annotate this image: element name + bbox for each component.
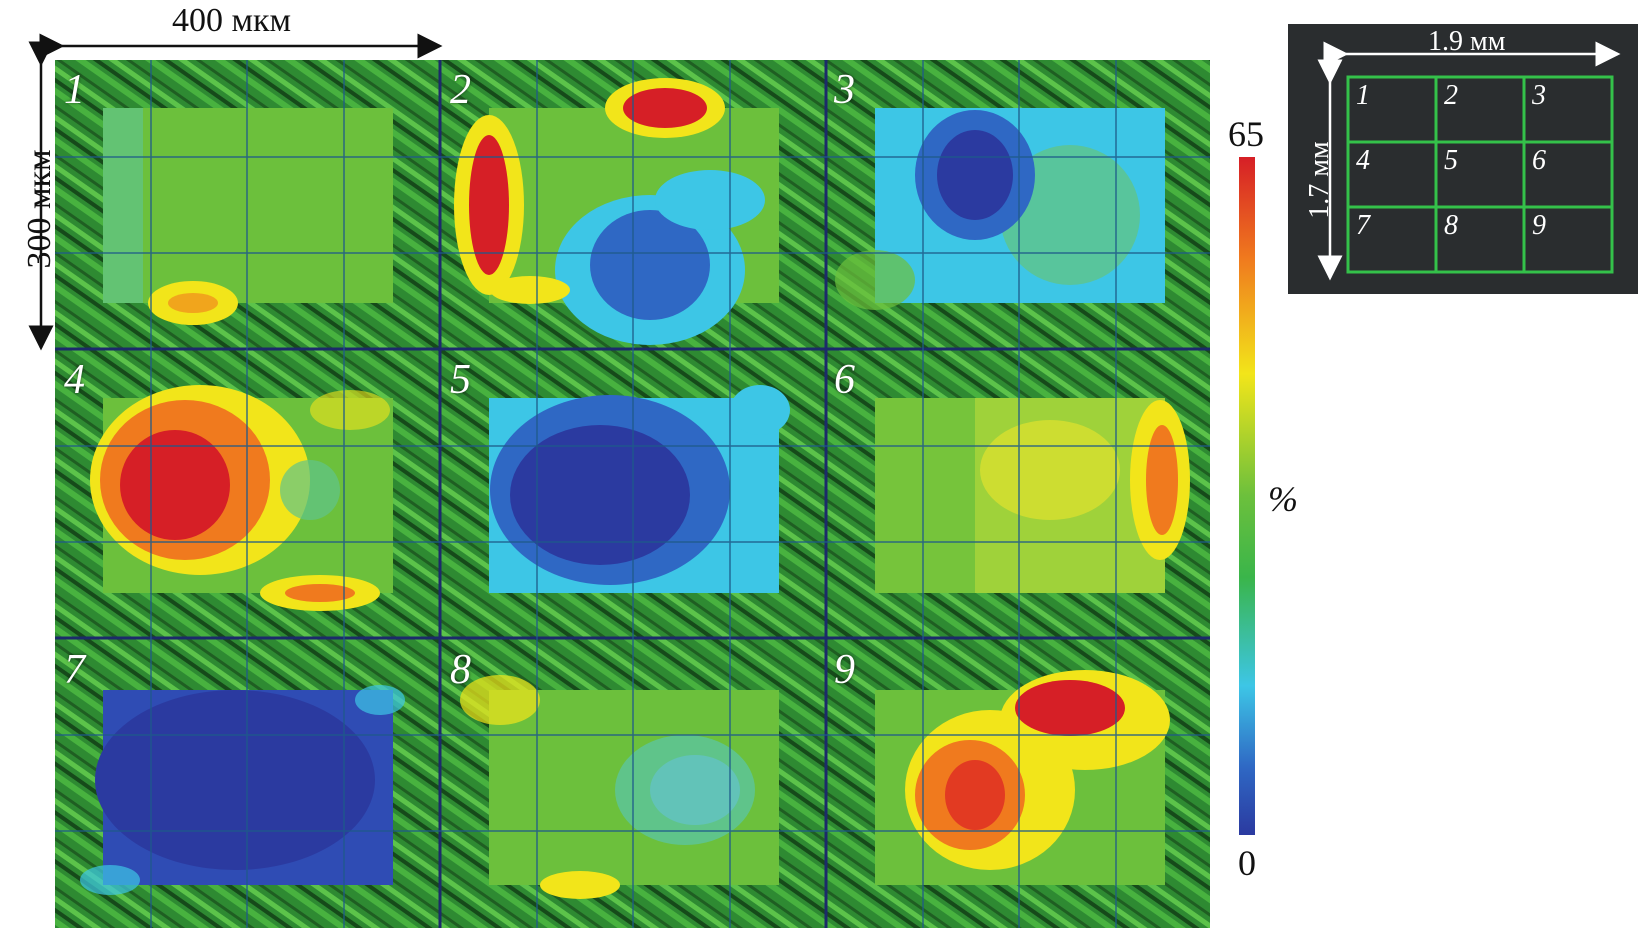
inset-height-label: 1.7 мм <box>1304 141 1335 219</box>
heatmap-cell-4 <box>90 385 393 611</box>
inset-number-4: 4 <box>1356 145 1370 176</box>
cell-number-4: 4 <box>64 357 85 403</box>
cell-number-3: 3 <box>834 67 855 113</box>
inset-number-9: 9 <box>1532 210 1546 241</box>
sample-layout-inset: 1.9 мм 1.7 мм 1 2 3 4 5 6 7 8 9 <box>1288 24 1638 294</box>
inset-number-2: 2 <box>1444 80 1458 111</box>
cell-number-2: 2 <box>450 67 471 113</box>
colorbar <box>1239 157 1255 835</box>
heatmap-cell-1 <box>103 108 393 325</box>
cell-number-6: 6 <box>834 357 855 403</box>
height-scale-label: 300 мкм <box>21 149 58 269</box>
cell-number-9: 9 <box>834 647 855 693</box>
heatmap-cell-7 <box>80 685 405 895</box>
cell-number-7: 7 <box>64 647 85 693</box>
inset-number-3: 3 <box>1532 80 1546 111</box>
width-scale-label: 400 мкм <box>172 2 292 39</box>
inset-number-1: 1 <box>1356 80 1370 111</box>
colorbar-min-label: 0 <box>1238 843 1256 883</box>
inset-number-8: 8 <box>1444 210 1458 241</box>
colorbar-unit-label: % <box>1268 479 1298 519</box>
heatmap-cell-9 <box>875 670 1170 885</box>
colorbar-max-label: 65 <box>1228 114 1264 154</box>
cell-number-8: 8 <box>450 647 471 693</box>
heatmap-cell-8 <box>460 675 779 899</box>
cell-number-1: 1 <box>64 67 85 113</box>
inset-number-5: 5 <box>1444 145 1458 176</box>
inset-number-6: 6 <box>1532 145 1546 176</box>
fine-grid <box>55 60 1210 928</box>
inset-grid <box>1346 75 1614 274</box>
heatmap-cell-5 <box>489 385 790 593</box>
inset-number-7: 7 <box>1356 210 1370 241</box>
inset-width-label: 1.9 мм <box>1428 26 1506 57</box>
cell-number-5: 5 <box>450 357 471 403</box>
